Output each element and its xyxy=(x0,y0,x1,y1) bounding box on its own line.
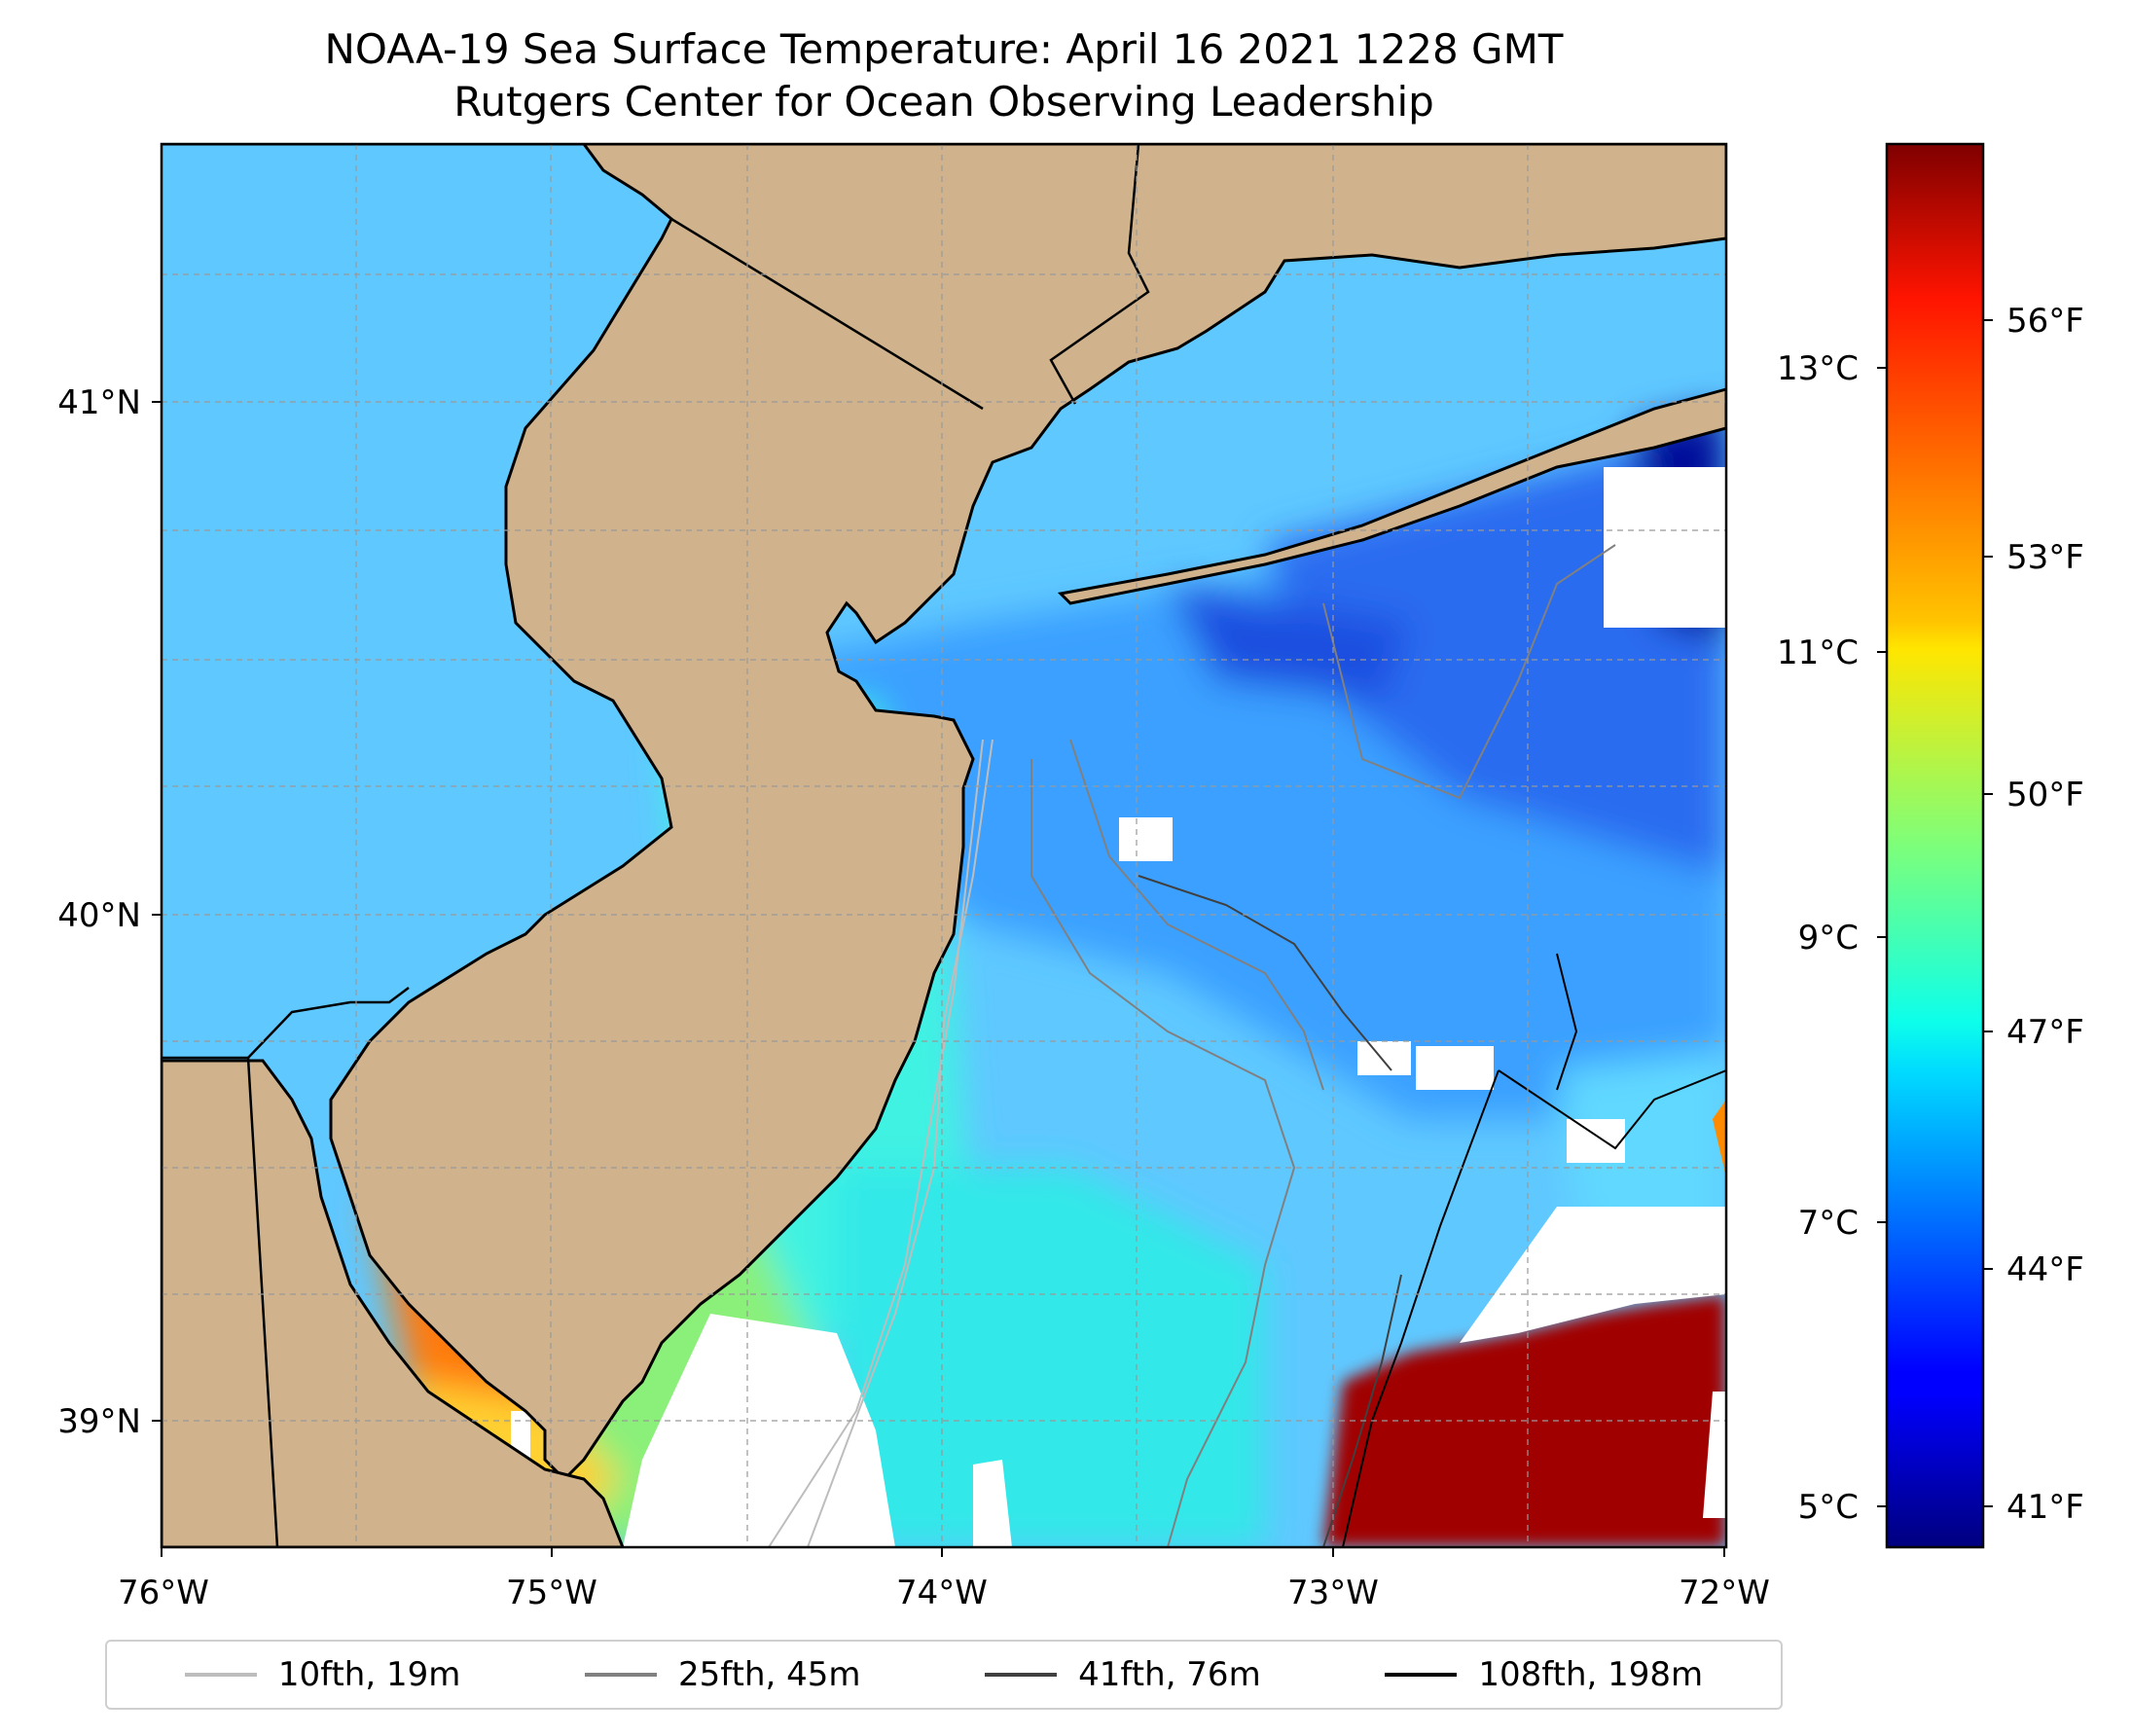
legend-item-10fth: 10fth, 19m xyxy=(184,1655,461,1694)
colorbar-fahrenheit-label: 50°F xyxy=(2006,776,2084,814)
x-tick-label: 72°W xyxy=(1679,1573,1770,1612)
x-tick-label: 75°W xyxy=(506,1573,597,1612)
contour-legend: 10fth, 19m 25fth, 45m 41fth, 76m 108fth,… xyxy=(105,1640,1783,1710)
y-tick-label: 40°N xyxy=(57,896,141,935)
y-tick-label: 41°N xyxy=(57,383,141,422)
legend-item-108fth: 108fth, 198m xyxy=(1385,1655,1703,1694)
map-plot-area xyxy=(162,144,1726,1547)
colorbar-celsius-label: 13°C xyxy=(1777,349,1859,388)
legend-label: 10fth, 19m xyxy=(277,1655,461,1694)
legend-swatch xyxy=(184,1673,257,1677)
colorbar-celsius-label: 7°C xyxy=(1798,1204,1859,1243)
state-boundaries xyxy=(162,144,1150,1547)
colorbar-ticks xyxy=(1877,319,1993,1507)
legend-item-25fth: 25fth, 45m xyxy=(585,1655,861,1694)
land xyxy=(162,144,1726,1547)
gridlines xyxy=(162,144,1726,1547)
x-tick-labels: 76°W 75°W 74°W 73°W 72°W xyxy=(118,1573,1770,1612)
colorbar-fahrenheit-label: 56°F xyxy=(2006,302,2084,341)
legend-label: 41fth, 76m xyxy=(1078,1655,1261,1694)
colorbar-celsius-label: 11°C xyxy=(1777,633,1859,672)
y-tick-labels: 39°N 40°N 41°N xyxy=(57,383,141,1441)
colorbar-celsius-label: 9°C xyxy=(1798,919,1859,958)
colorbar xyxy=(1885,142,1985,1549)
legend-label: 108fth, 198m xyxy=(1478,1655,1704,1694)
colorbar-celsius-label: 5°C xyxy=(1798,1488,1859,1527)
y-tick-label: 39°N xyxy=(57,1402,141,1441)
x-tick-label: 76°W xyxy=(118,1573,209,1612)
axis-ticks xyxy=(152,401,1725,1557)
map-title: NOAA-19 Sea Surface Temperature: April 1… xyxy=(324,25,1564,73)
legend-swatch xyxy=(985,1673,1058,1677)
x-tick-label: 73°W xyxy=(1287,1573,1379,1612)
colorbar-fahrenheit-labels: 41°F 44°F 47°F 50°F 53°F 56°F xyxy=(2006,302,2084,1527)
colorbar-fahrenheit-label: 47°F xyxy=(2006,1013,2084,1052)
colorbar-fahrenheit-label: 41°F xyxy=(2006,1488,2084,1527)
colorbar-celsius-labels: 5°C 7°C 9°C 11°C 13°C xyxy=(1777,349,1859,1527)
colorbar-fahrenheit-label: 53°F xyxy=(2006,538,2084,577)
legend-swatch xyxy=(585,1673,657,1677)
legend-swatch xyxy=(1385,1673,1458,1677)
legend-label: 25fth, 45m xyxy=(678,1655,861,1694)
x-tick-label: 74°W xyxy=(896,1573,988,1612)
map-subtitle: Rutgers Center for Ocean Observing Leade… xyxy=(453,78,1434,126)
map-frame xyxy=(160,142,1728,1549)
colorbar-fahrenheit-label: 44°F xyxy=(2006,1250,2084,1289)
no-data-patches xyxy=(511,467,1726,1547)
legend-item-41fth: 41fth, 76m xyxy=(985,1655,1261,1694)
